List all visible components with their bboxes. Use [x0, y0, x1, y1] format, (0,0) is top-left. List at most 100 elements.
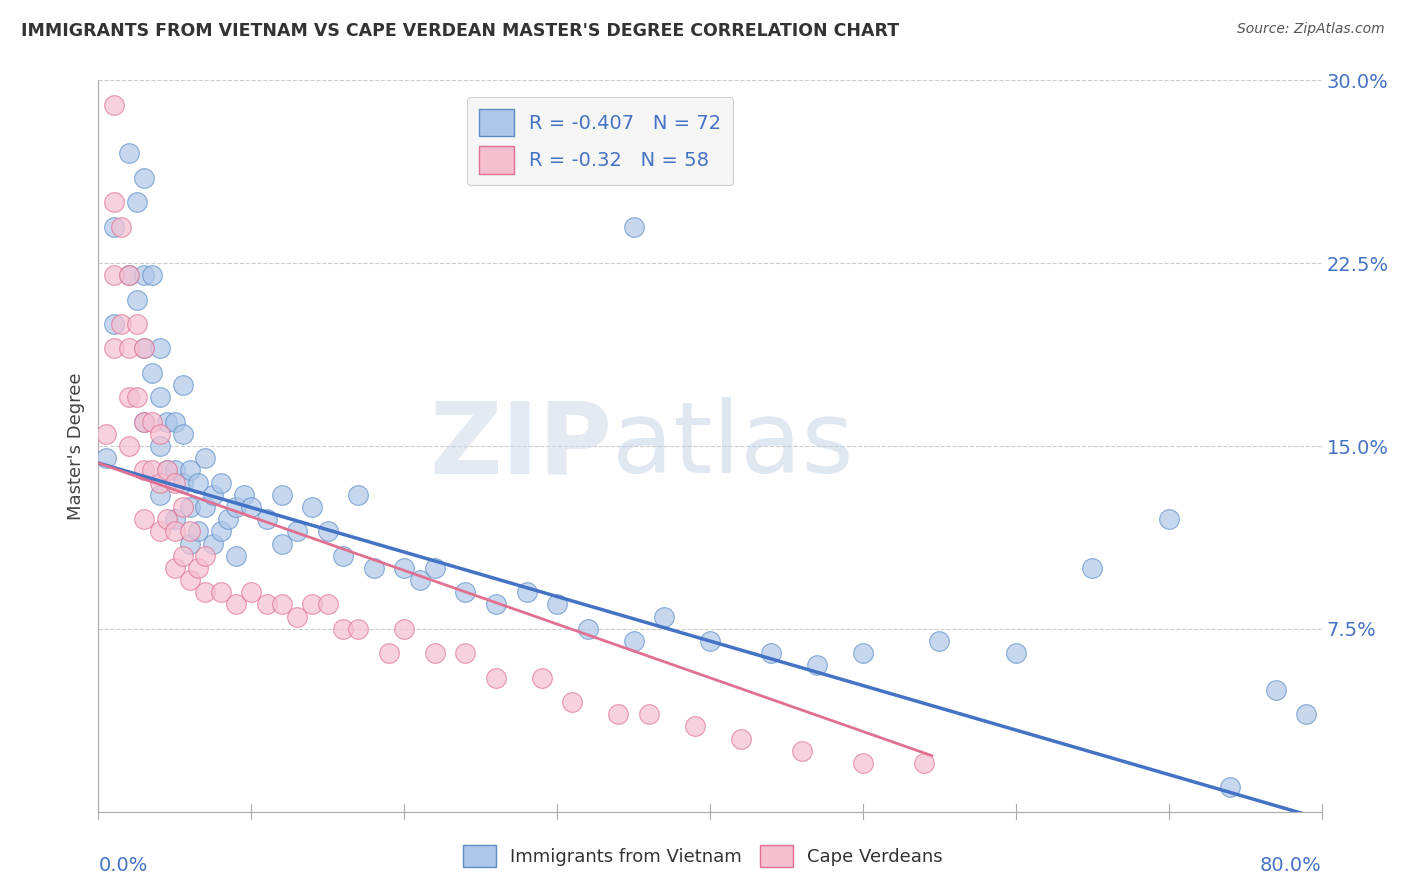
Point — [392, 561, 416, 575]
Point — [149, 524, 172, 539]
Point — [730, 731, 752, 746]
Point — [125, 293, 148, 307]
Point — [141, 268, 163, 283]
Point — [806, 658, 828, 673]
Point — [179, 573, 201, 587]
Point — [118, 342, 141, 356]
Point — [172, 475, 194, 490]
Text: atlas: atlas — [612, 398, 853, 494]
Point — [94, 451, 117, 466]
Point — [149, 439, 172, 453]
Point — [172, 378, 194, 392]
Point — [225, 549, 247, 563]
Point — [179, 463, 201, 477]
Point — [163, 524, 186, 539]
Point — [149, 475, 172, 490]
Point — [316, 524, 339, 539]
Point — [187, 524, 209, 539]
Point — [759, 646, 782, 660]
Point — [156, 512, 179, 526]
Point — [332, 622, 354, 636]
Point — [134, 342, 156, 356]
Point — [240, 585, 263, 599]
Point — [852, 756, 875, 770]
Point — [134, 463, 156, 477]
Point — [202, 488, 225, 502]
Point — [332, 549, 354, 563]
Point — [118, 268, 141, 283]
Point — [149, 342, 172, 356]
Point — [225, 598, 247, 612]
Point — [179, 536, 201, 550]
Point — [187, 475, 209, 490]
Point — [347, 488, 370, 502]
Point — [141, 415, 163, 429]
Point — [172, 426, 194, 441]
Point — [134, 170, 156, 185]
Point — [928, 634, 950, 648]
Point — [301, 598, 323, 612]
Point — [240, 500, 263, 514]
Point — [134, 512, 156, 526]
Point — [912, 756, 935, 770]
Point — [790, 744, 813, 758]
Legend: Immigrants from Vietnam, Cape Verdeans: Immigrants from Vietnam, Cape Verdeans — [456, 838, 950, 874]
Point — [172, 500, 194, 514]
Point — [423, 561, 446, 575]
Point — [194, 451, 217, 466]
Point — [103, 268, 125, 283]
Point — [1004, 646, 1026, 660]
Point — [149, 390, 172, 404]
Point — [103, 317, 125, 331]
Point — [1219, 780, 1241, 795]
Point — [683, 719, 706, 733]
Point — [485, 598, 508, 612]
Point — [125, 195, 148, 210]
Point — [172, 549, 194, 563]
Point — [118, 146, 141, 161]
Point — [516, 585, 538, 599]
Point — [134, 415, 156, 429]
Point — [301, 500, 323, 514]
Text: 0.0%: 0.0% — [98, 855, 148, 875]
Point — [156, 415, 179, 429]
Point — [179, 500, 201, 514]
Point — [530, 671, 553, 685]
Point — [209, 475, 232, 490]
Point — [149, 426, 172, 441]
Point — [363, 561, 385, 575]
Point — [163, 561, 186, 575]
Point — [408, 573, 430, 587]
Point — [256, 598, 278, 612]
Point — [134, 415, 156, 429]
Y-axis label: Master's Degree: Master's Degree — [66, 372, 84, 520]
Point — [103, 219, 125, 234]
Point — [163, 512, 186, 526]
Text: Source: ZipAtlas.com: Source: ZipAtlas.com — [1237, 22, 1385, 37]
Point — [699, 634, 721, 648]
Point — [852, 646, 875, 660]
Point — [125, 390, 148, 404]
Point — [270, 598, 292, 612]
Point — [163, 415, 186, 429]
Point — [546, 598, 568, 612]
Point — [256, 512, 278, 526]
Point — [118, 390, 141, 404]
Point — [187, 561, 209, 575]
Point — [118, 268, 141, 283]
Point — [1157, 512, 1180, 526]
Point — [454, 585, 477, 599]
Point — [125, 317, 148, 331]
Point — [1081, 561, 1104, 575]
Point — [316, 598, 339, 612]
Point — [149, 488, 172, 502]
Point — [270, 488, 292, 502]
Point — [561, 695, 583, 709]
Point — [423, 646, 446, 660]
Point — [194, 585, 217, 599]
Point — [179, 524, 201, 539]
Point — [1264, 682, 1286, 697]
Point — [607, 707, 630, 722]
Point — [576, 622, 599, 636]
Point — [232, 488, 254, 502]
